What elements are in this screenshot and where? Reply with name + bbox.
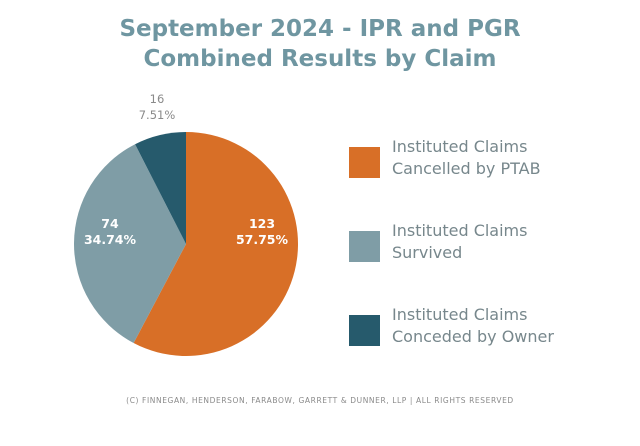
chart-title-line-1: September 2024 - IPR and PGR: [119, 16, 521, 42]
legend-swatch-cancelled: [349, 147, 380, 178]
legend-label-conceded-line-2: Conceded by Owner: [392, 327, 554, 346]
slice-percent-label-survived: 34.74%: [84, 232, 137, 247]
legend-item-survived: Instituted Claims Survived: [349, 216, 629, 266]
chart-legend: Instituted Claims Cancelled by PTAB Inst…: [349, 132, 629, 384]
slice-value-label-cancelled: 123: [249, 216, 275, 231]
legend-swatch-survived: [349, 231, 380, 262]
legend-swatch-conceded: [349, 315, 380, 346]
pie-slice-conceded: [135, 132, 186, 244]
legend-label-survived-line-1: Instituted Claims: [392, 221, 528, 240]
chart-title-line-2: Combined Results by Claim: [143, 46, 497, 72]
slice-value-label-survived: 74: [101, 216, 119, 231]
legend-label-cancelled-line-1: Instituted Claims: [392, 137, 528, 156]
legend-label-survived-line-2: Survived: [392, 243, 463, 262]
legend-item-cancelled: Instituted Claims Cancelled by PTAB: [349, 132, 629, 182]
pie-slice-survived: [74, 144, 186, 343]
legend-label-survived: Instituted Claims Survived: [392, 220, 627, 264]
legend-label-cancelled: Instituted Claims Cancelled by PTAB: [392, 136, 627, 180]
slice-value-label-conceded: 16: [150, 92, 165, 106]
pie-slice-cancelled: [133, 132, 298, 356]
slice-percent-label-conceded: 7.51%: [139, 108, 176, 122]
copyright-footer: (C) FINNEGAN, HENDERSON, FARABOW, GARRET…: [126, 396, 514, 405]
chart-title: September 2024 - IPR and PGR Combined Re…: [0, 14, 640, 74]
legend-label-conceded: Instituted Claims Conceded by Owner: [392, 304, 627, 348]
slice-percent-label-cancelled: 57.75%: [236, 232, 289, 247]
legend-label-cancelled-line-2: Cancelled by PTAB: [392, 159, 541, 178]
legend-label-conceded-line-1: Instituted Claims: [392, 305, 528, 324]
legend-item-conceded: Instituted Claims Conceded by Owner: [349, 300, 629, 350]
